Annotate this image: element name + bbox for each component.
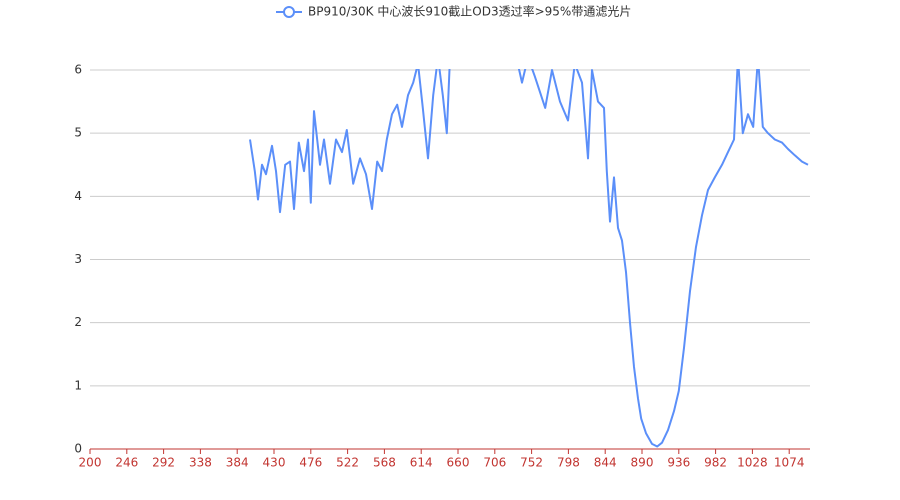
x-tick-label: 568	[373, 456, 396, 470]
x-tick-label: 1028	[737, 456, 768, 470]
x-tick-label: 936	[667, 456, 690, 470]
y-tick-label: 3	[74, 252, 82, 266]
x-tick-label: 246	[115, 456, 138, 470]
x-tick-label: 982	[704, 456, 727, 470]
y-tick-label: 2	[74, 315, 82, 329]
x-tick-label: 430	[263, 456, 286, 470]
x-tick-label: 614	[410, 456, 433, 470]
x-tick-label: 706	[483, 456, 506, 470]
y-tick-label: 5	[74, 126, 82, 140]
x-tick-label: 338	[189, 456, 212, 470]
x-tick-label: 522	[336, 456, 359, 470]
y-tick-label: 6	[74, 63, 82, 77]
x-tick-label: 844	[594, 456, 617, 470]
y-tick-label: 1	[74, 378, 82, 392]
x-tick-label: 200	[79, 456, 102, 470]
x-tick-label: 890	[631, 456, 654, 470]
legend-label[interactable]: BP910/30K 中心波长910截止OD3透过率>95%带通滤光片	[308, 4, 631, 19]
x-tick-label: 292	[152, 456, 175, 470]
y-tick-label: 4	[74, 189, 82, 203]
x-tick-label: 476	[299, 456, 322, 470]
legend-icon-circle	[283, 6, 295, 18]
y-tick-label: 0	[74, 442, 82, 456]
x-tick-label: 384	[226, 456, 249, 470]
x-tick-label: 660	[447, 456, 470, 470]
x-tick-label: 752	[520, 456, 543, 470]
series-line	[249, 69, 809, 448]
x-tick-label: 798	[557, 456, 580, 470]
x-tick-label: 1074	[774, 456, 805, 470]
